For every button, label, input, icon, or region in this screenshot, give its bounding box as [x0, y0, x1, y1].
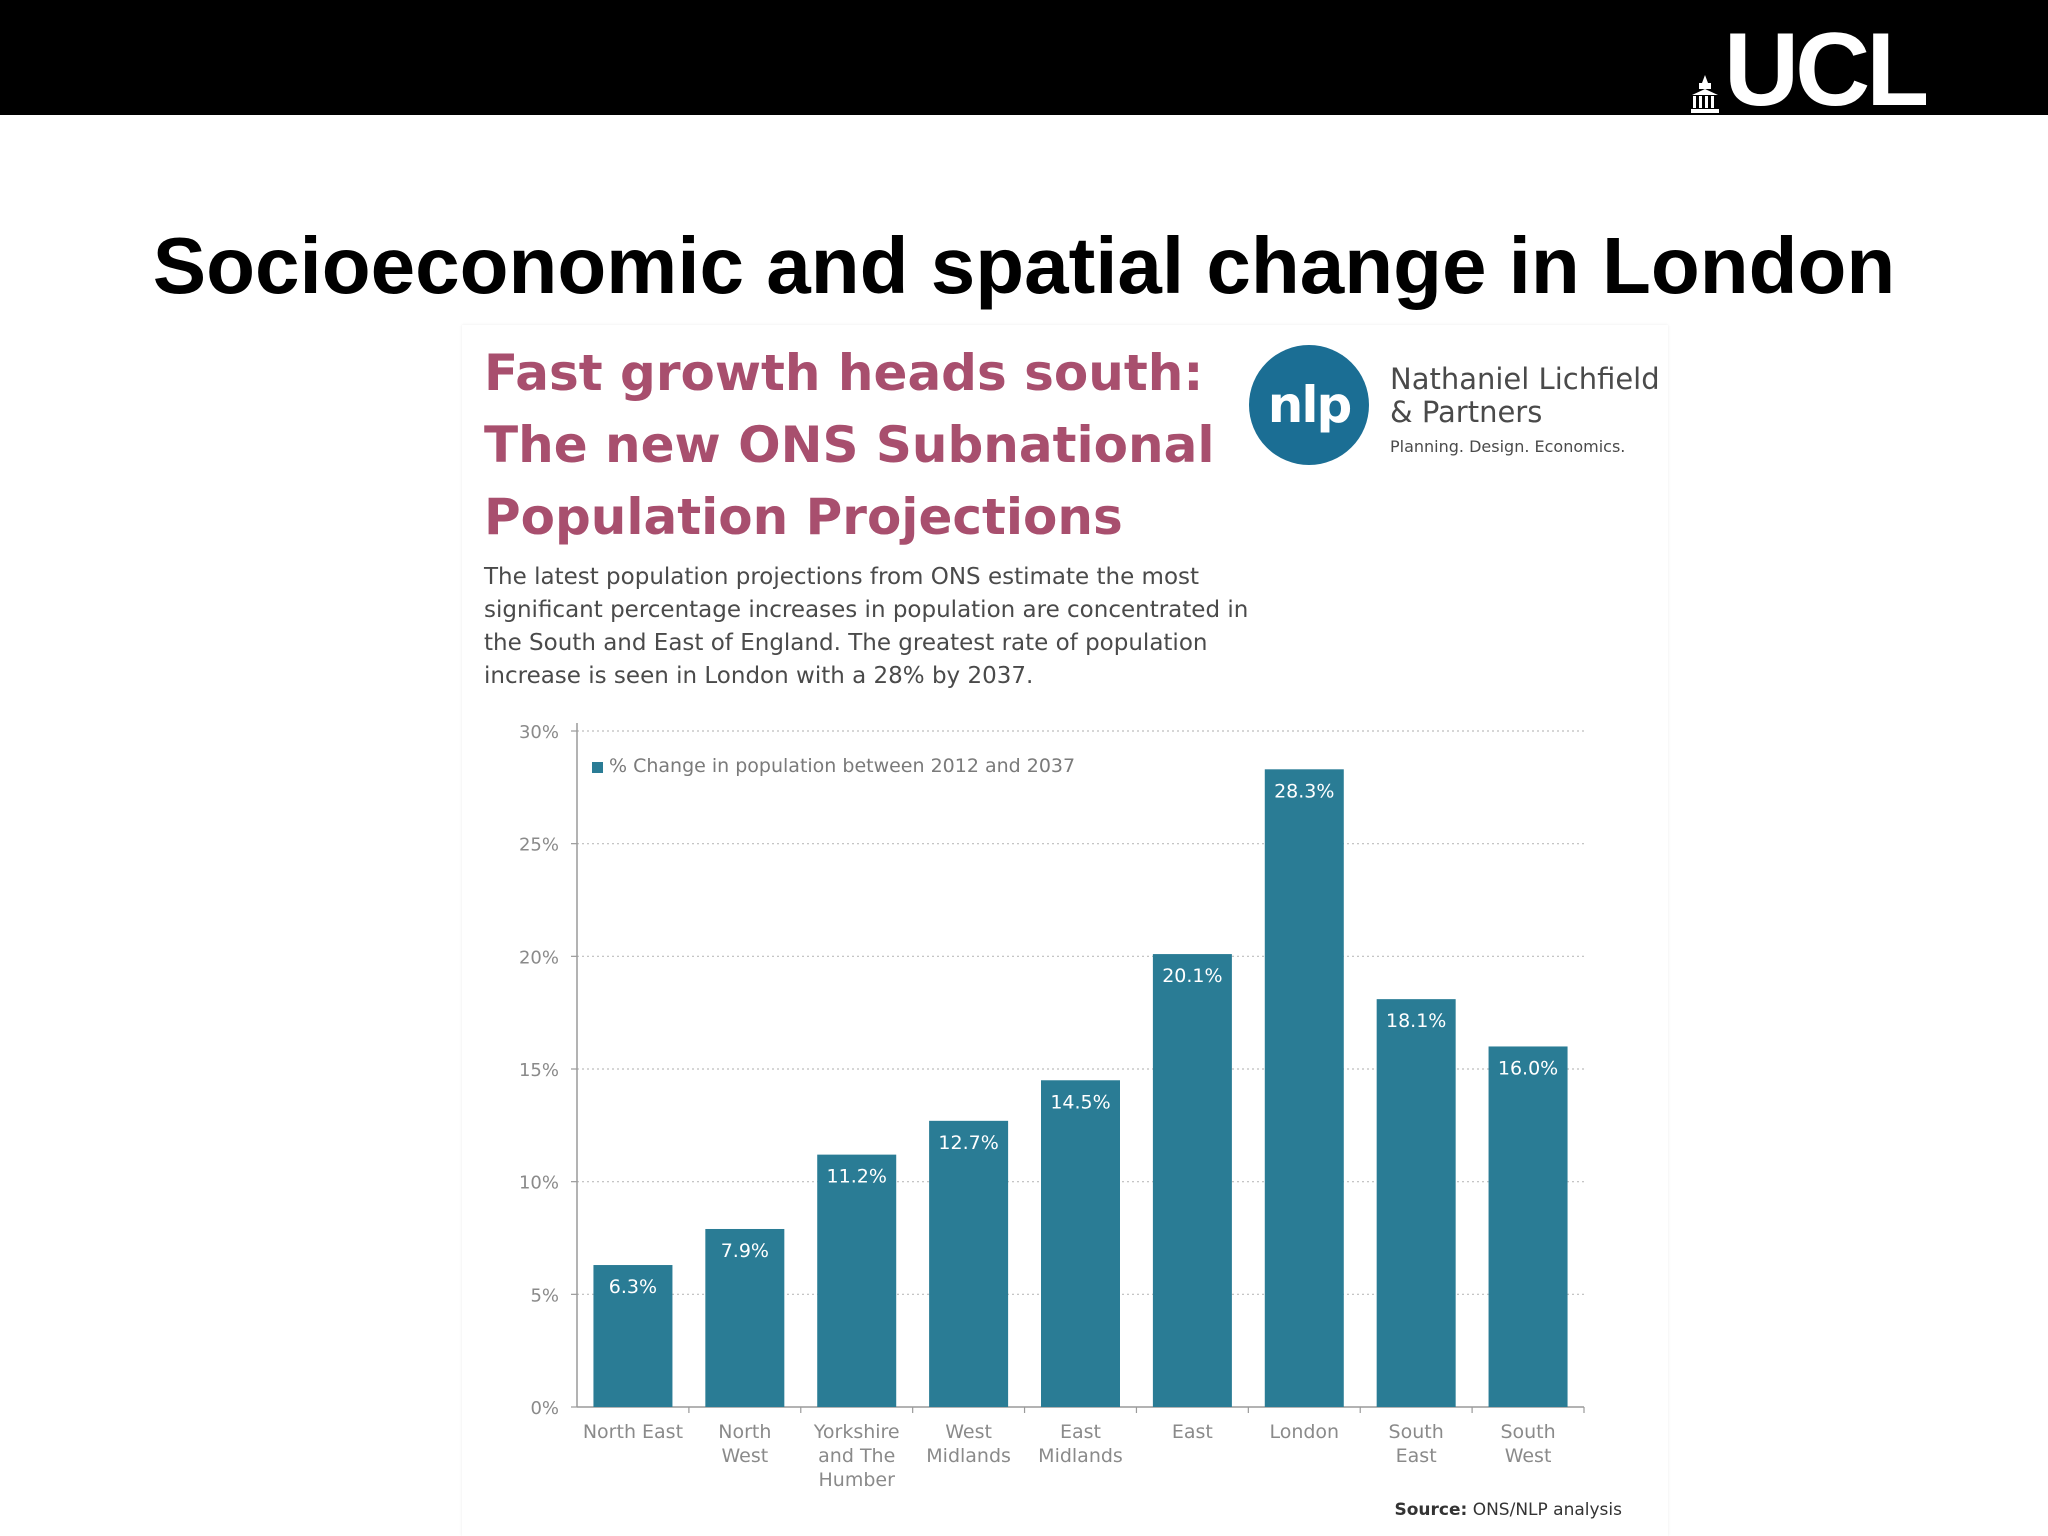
bar-value-label: 28.3%: [1274, 780, 1334, 802]
x-tick-label: Midlands: [1038, 1445, 1123, 1467]
y-tick-label: 10%: [519, 1173, 559, 1194]
x-tick-label: Midlands: [926, 1445, 1011, 1467]
source-value: ONS/NLP analysis: [1472, 1500, 1622, 1520]
ucl-logo: UCL: [1690, 30, 1990, 115]
x-tick-label: West: [945, 1421, 992, 1443]
bar-value-label: 11.2%: [827, 1166, 887, 1188]
slide-title: Socioeconomic and spatial change in Lond…: [152, 221, 1896, 310]
bar: [1264, 769, 1344, 1407]
source-label: Source:: [1394, 1500, 1468, 1520]
y-tick-label: 5%: [530, 1285, 559, 1306]
bar: [817, 1154, 897, 1407]
intro-line: significant percentage increases in popu…: [484, 597, 1249, 623]
x-tick-label: West: [1505, 1445, 1552, 1467]
bar-value-label: 18.1%: [1386, 1010, 1446, 1032]
x-tick-label: North: [718, 1421, 771, 1443]
intro-line: the South and East of England. The great…: [484, 630, 1208, 656]
nlp-logo: nlp: [1249, 345, 1369, 465]
intro-line: increase is seen in London with a 28% by…: [484, 663, 1034, 689]
y-tick-label: 0%: [530, 1398, 559, 1419]
nlp-company-name: Nathaniel Lichfield & Partners: [1390, 363, 1660, 429]
y-tick-label: 20%: [519, 947, 559, 968]
nlp-name-line: Nathaniel Lichfield: [1390, 362, 1660, 396]
x-tick-label: East: [1396, 1445, 1437, 1467]
headline-line: Population Projections: [484, 488, 1123, 546]
bar-value-label: 20.1%: [1162, 965, 1222, 987]
infographic-intro: The latest population projections from O…: [484, 561, 1304, 693]
x-tick-label: Humber: [819, 1469, 896, 1491]
portico-icon: [1691, 75, 1719, 113]
x-tick-label: North East: [583, 1421, 683, 1443]
bar: [1041, 1080, 1120, 1407]
ucl-logo-text: UCL: [1724, 30, 1926, 115]
bar: [1152, 954, 1232, 1407]
nlp-name-line: & Partners: [1390, 395, 1543, 429]
intro-line: The latest population projections from O…: [484, 564, 1200, 590]
bar-value-label: 7.9%: [721, 1240, 769, 1262]
legend-label: % Change in population between 2012 and …: [609, 755, 1075, 777]
x-tick-label: East: [1172, 1421, 1213, 1443]
bar: [705, 1228, 785, 1407]
bar: [1488, 1046, 1568, 1407]
population-change-bar-chart: 0% 5% 10% 15% 20% 25% 30% % Change in populatio…: [519, 722, 1585, 1491]
bar: [593, 1265, 673, 1407]
x-tick-label: and The: [818, 1445, 895, 1467]
x-tick-label: West: [721, 1445, 768, 1467]
y-tick-label: 25%: [519, 835, 559, 856]
infographic-headline: Fast growth heads south: The new ONS Sub…: [484, 337, 1244, 553]
bar-value-label: 6.3%: [609, 1276, 657, 1298]
bar-value-label: 14.5%: [1050, 1091, 1110, 1113]
y-tick-label: 30%: [519, 722, 559, 743]
bar: [929, 1120, 1009, 1407]
headline-line: Fast growth heads south:: [484, 344, 1204, 402]
nlp-tagline: Planning. Design. Economics.: [1390, 437, 1626, 456]
x-tick-label: South: [1500, 1421, 1555, 1443]
x-tick-label: East: [1060, 1421, 1101, 1443]
infographic-panel: Fast growth heads south: The new ONS Sub…: [462, 325, 1668, 1536]
x-tick-label: Yorkshire: [813, 1421, 900, 1443]
source-note: Source: ONS/NLP analysis: [1394, 1500, 1622, 1520]
x-tick-label: South: [1389, 1421, 1444, 1443]
bar: [1376, 999, 1456, 1407]
y-tick-label: 15%: [519, 1060, 559, 1081]
top-bar: UCL: [0, 0, 2048, 115]
x-tick-label: London: [1269, 1421, 1339, 1443]
bar-value-label: 12.7%: [938, 1132, 998, 1154]
bar-value-label: 16.0%: [1498, 1057, 1558, 1079]
headline-line: The new ONS Subnational: [484, 416, 1215, 474]
legend-swatch: [592, 762, 603, 773]
